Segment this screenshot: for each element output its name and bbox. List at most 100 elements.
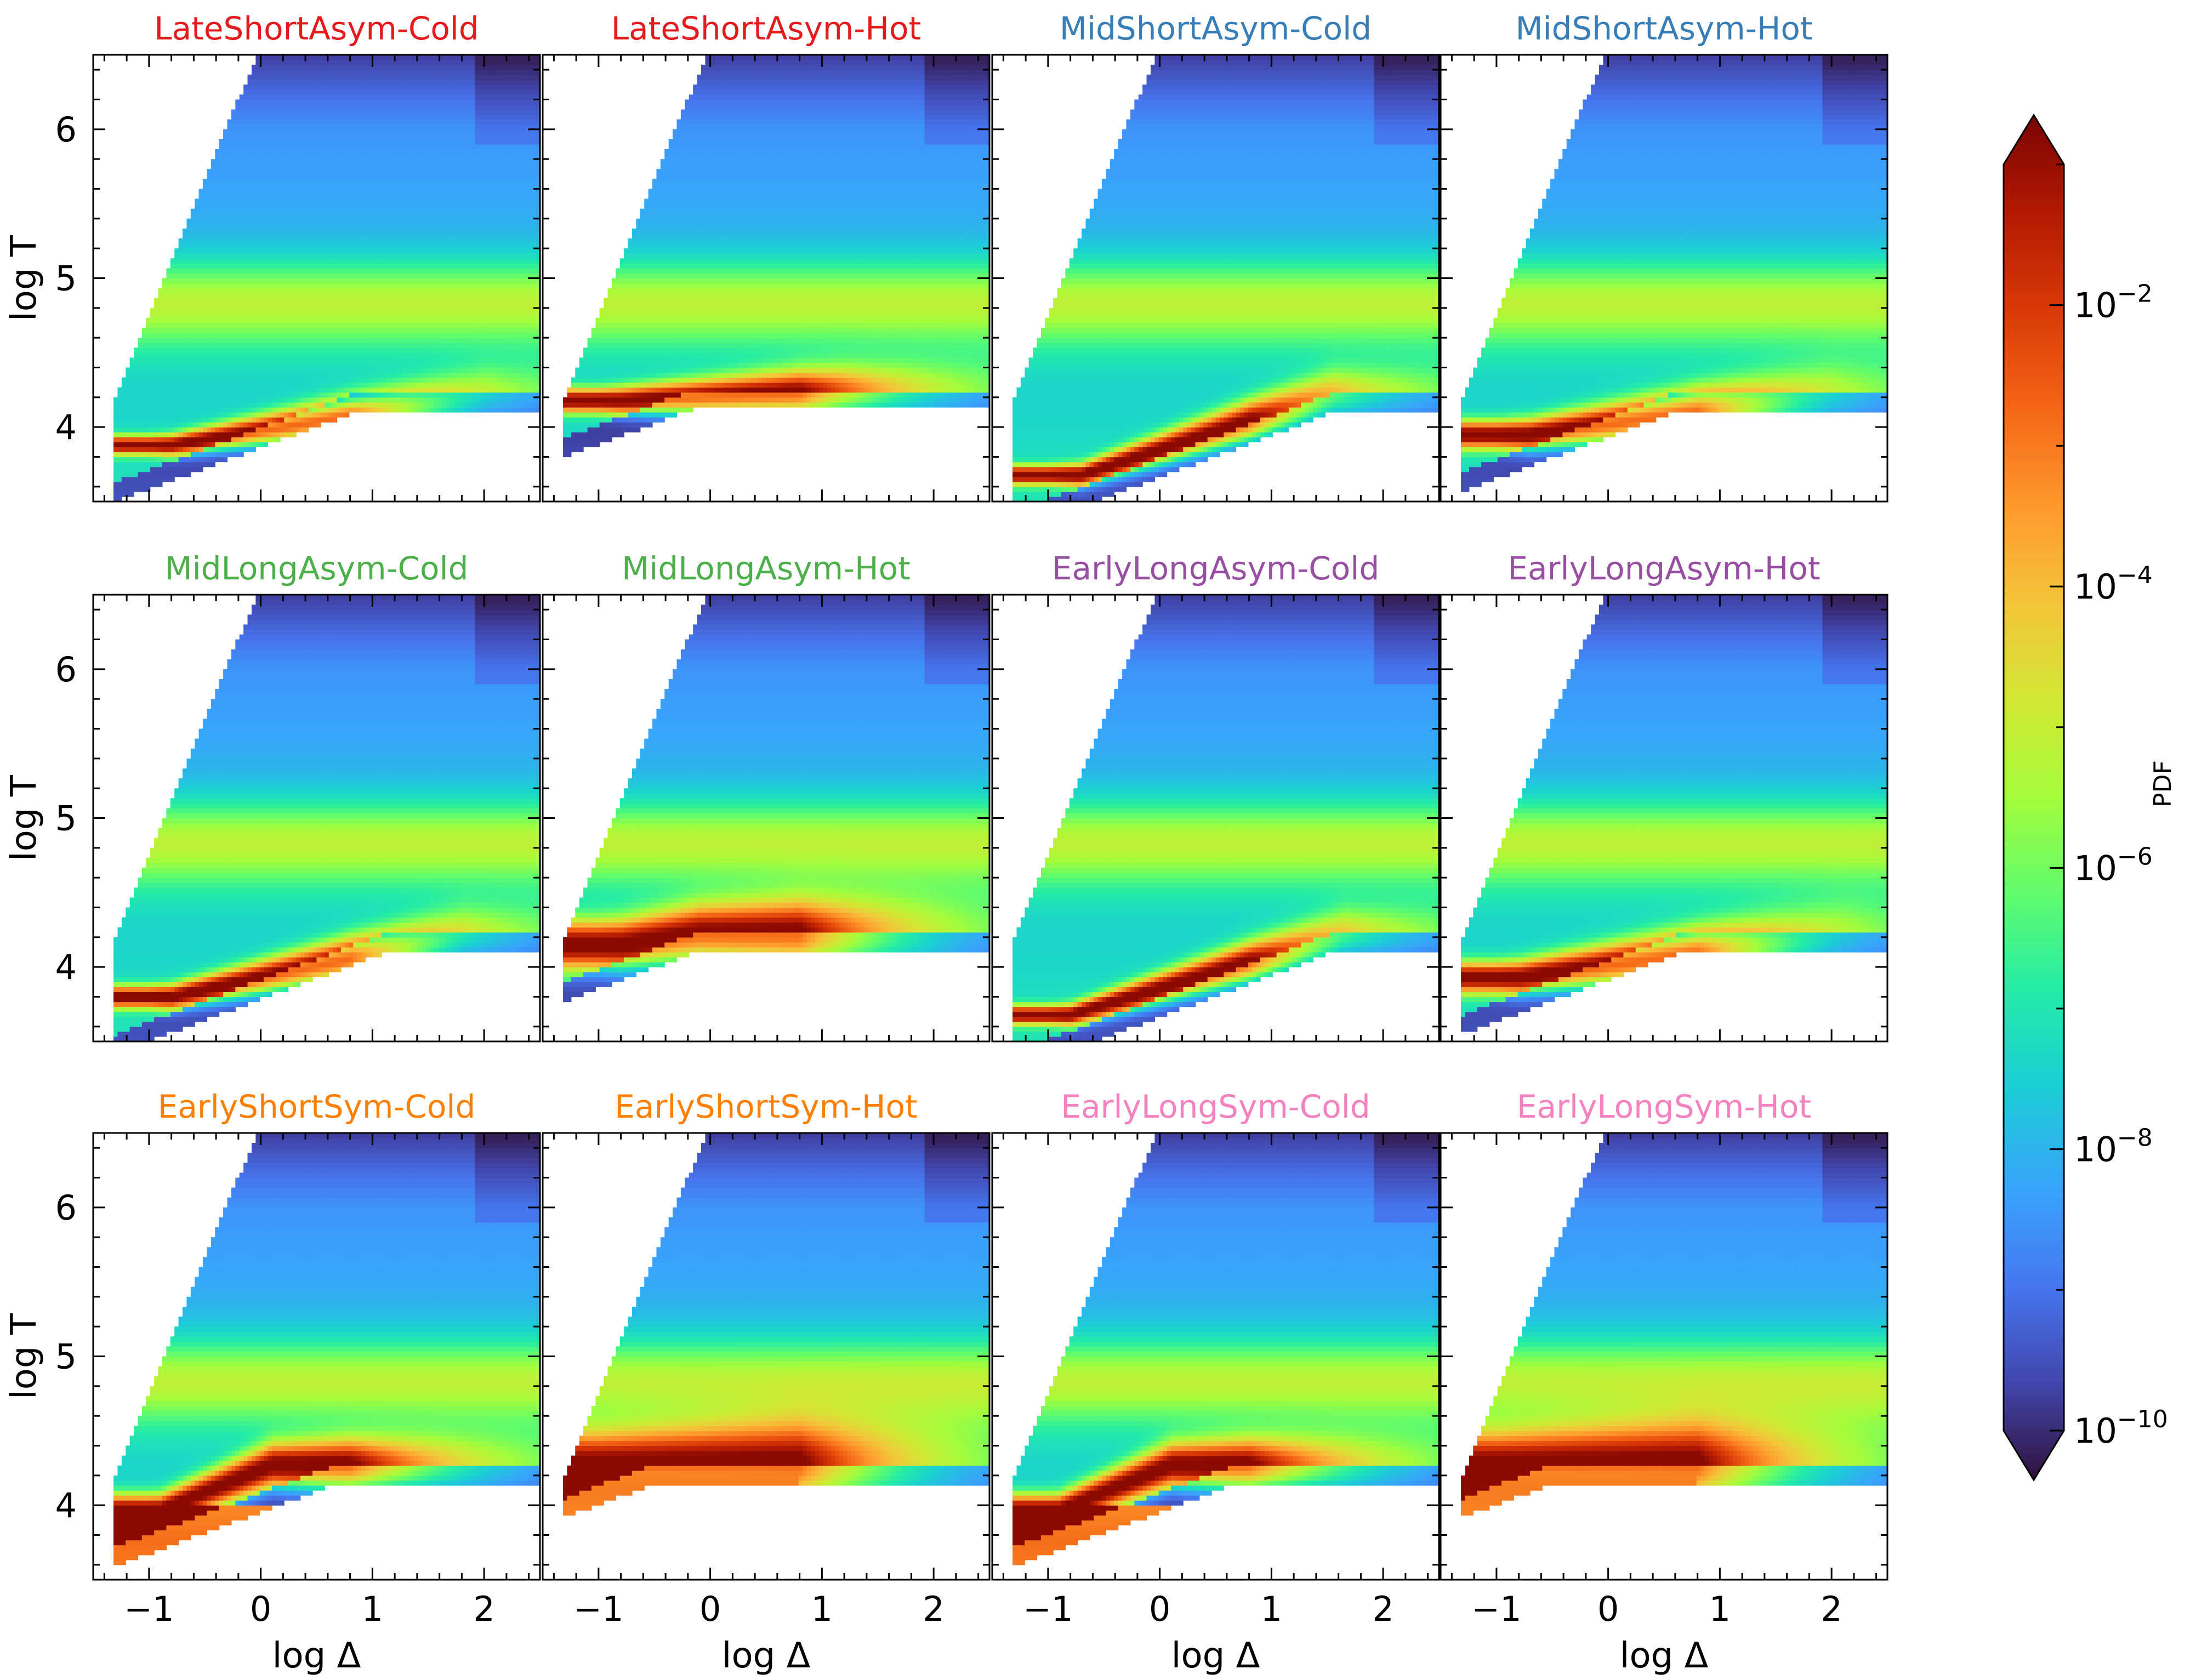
heatmap-cell	[439, 407, 443, 413]
heatmap-cell	[467, 388, 471, 393]
heatmap-cell	[402, 362, 406, 368]
heatmap-cell	[430, 383, 435, 388]
heatmap-cell	[122, 412, 126, 418]
heatmap-cell	[235, 378, 240, 383]
heatmap-cell	[454, 392, 459, 398]
heatmap-cell	[186, 357, 191, 363]
heatmap-cell	[430, 397, 435, 403]
heatmap-cell	[117, 447, 122, 452]
heatmap-cell	[191, 352, 195, 358]
heatmap-cell	[174, 352, 179, 358]
heatmap-cell	[162, 383, 167, 388]
heatmap-cell	[491, 362, 496, 368]
heatmap-cell	[179, 447, 183, 452]
heatmap-cell	[138, 417, 143, 423]
heatmap-cell	[402, 352, 406, 358]
heatmap-cell	[146, 348, 150, 353]
heatmap-cell	[496, 397, 500, 403]
heatmap-cell	[459, 388, 463, 393]
heatmap-cell	[369, 407, 374, 413]
heatmap-cell	[268, 422, 272, 428]
heatmap-cell	[183, 472, 187, 477]
heatmap-cell	[162, 357, 167, 363]
heatmap-cell	[195, 388, 199, 393]
heatmap-cell	[134, 457, 138, 463]
heatmap-cell	[113, 492, 118, 497]
heatmap-cell	[459, 357, 463, 363]
heatmap-cell	[503, 373, 508, 378]
heatmap-cell	[329, 368, 333, 373]
heatmap-cell	[479, 397, 483, 403]
heatmap-cell	[235, 392, 240, 398]
heatmap-cell	[142, 362, 146, 368]
heatmap-cell	[183, 467, 187, 472]
heatmap-cell	[292, 392, 297, 398]
heatmap-cell	[272, 432, 276, 437]
heatmap-cell	[422, 397, 426, 403]
heatmap-cell	[361, 378, 366, 383]
heatmap-cell	[142, 447, 146, 452]
heatmap-cell	[300, 348, 305, 353]
heatmap-cell	[219, 348, 224, 353]
heatmap-cell	[292, 432, 297, 437]
heatmap-cell	[479, 378, 483, 383]
heatmap-cell	[199, 383, 203, 388]
heatmap-cell	[499, 402, 504, 408]
heatmap-cell	[454, 362, 459, 368]
heatmap-cell	[365, 368, 369, 373]
heatmap-cell	[382, 388, 386, 393]
heatmap-cell	[142, 462, 146, 468]
heatmap-cell	[138, 397, 143, 403]
heatmap-cell	[439, 378, 443, 383]
heatmap-cell	[150, 383, 155, 388]
heatmap-cell	[390, 348, 394, 353]
heatmap-cell	[195, 348, 199, 353]
heatmap-cell	[207, 383, 211, 388]
heatmap-cell	[150, 378, 155, 383]
heatmap-cell	[260, 373, 264, 378]
heatmap-cell	[304, 427, 309, 432]
heatmap-cell	[150, 373, 155, 378]
heatmap-cell	[454, 407, 459, 413]
heatmap-cell	[442, 368, 447, 373]
heatmap-cell	[174, 472, 179, 477]
heatmap-cell	[325, 378, 329, 383]
heatmap-cell	[508, 348, 512, 353]
heatmap-cell	[300, 352, 305, 358]
heatmap-cell	[186, 462, 191, 468]
heatmap-cell	[231, 392, 236, 398]
heatmap-cell	[243, 427, 248, 432]
heatmap-cell	[321, 352, 325, 358]
heatmap-cell	[211, 412, 215, 418]
heatmap-cell	[325, 368, 329, 373]
heatmap-cell	[235, 388, 240, 393]
heatmap-cell	[345, 357, 349, 363]
heatmap-cell	[260, 352, 264, 358]
heatmap-cell	[353, 397, 357, 403]
heatmap-cell	[398, 348, 402, 353]
heatmap-cell	[516, 388, 520, 393]
heatmap-cell	[426, 373, 431, 378]
heatmap-cell	[333, 357, 337, 363]
heatmap-cell	[231, 368, 236, 373]
panel-grid: LateShortAsym-Cold456log TLateShortAsym-…	[4, 10, 1888, 1676]
heatmap-cell	[499, 357, 504, 363]
heatmap-cell	[503, 348, 508, 353]
heatmap-cell	[508, 378, 512, 383]
heatmap-cell	[170, 412, 175, 418]
heatmap-cell	[361, 397, 366, 403]
heatmap-cell	[162, 452, 167, 457]
heatmap-cell	[487, 402, 492, 408]
heatmap-cell	[117, 417, 122, 423]
heatmap-cell	[430, 407, 435, 413]
heatmap-cell	[240, 368, 244, 373]
heatmap-cell	[337, 348, 342, 353]
heatmap-cell	[333, 417, 337, 423]
heatmap-cell	[402, 383, 406, 388]
heatmap-cell	[292, 397, 297, 403]
heatmap-cell	[134, 447, 138, 452]
heatmap-cell	[138, 357, 143, 363]
heatmap-cell	[520, 352, 524, 358]
heatmap-cell	[499, 388, 504, 393]
heatmap-cell	[162, 412, 167, 418]
